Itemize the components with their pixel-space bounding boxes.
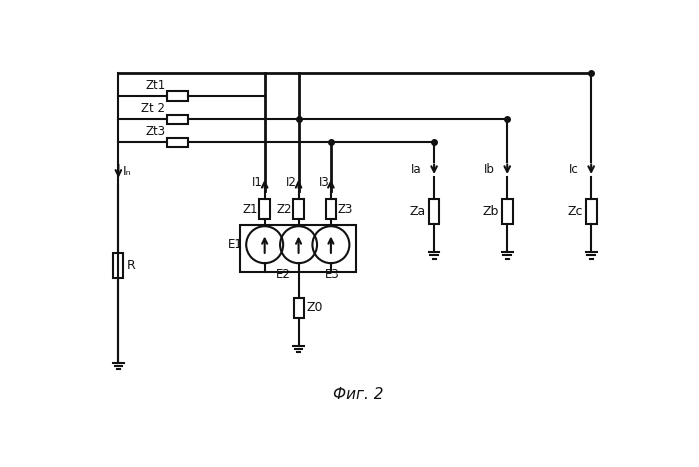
Text: E3: E3 — [325, 268, 340, 281]
Text: I1: I1 — [252, 176, 264, 189]
Bar — [167, 138, 189, 147]
Text: E1: E1 — [229, 238, 243, 251]
Text: I3: I3 — [319, 176, 329, 189]
Bar — [293, 199, 304, 219]
Text: Z3: Z3 — [338, 203, 353, 216]
Text: Zc: Zc — [567, 205, 583, 218]
Text: Zt3: Zt3 — [145, 125, 166, 138]
Bar — [502, 199, 512, 224]
Bar — [167, 92, 189, 101]
Bar — [259, 199, 270, 219]
Text: Фиг. 2: Фиг. 2 — [333, 387, 383, 402]
Bar — [167, 114, 189, 124]
Text: I2: I2 — [287, 176, 297, 189]
Text: R: R — [127, 259, 135, 272]
Text: Ia: Ia — [411, 163, 421, 176]
Bar — [294, 298, 303, 318]
Bar — [240, 225, 356, 272]
Text: Zb: Zb — [482, 205, 499, 218]
Text: Zt 2: Zt 2 — [141, 102, 166, 115]
Bar — [326, 199, 336, 219]
Text: Za: Za — [410, 205, 426, 218]
Bar — [113, 253, 124, 278]
Text: Z1: Z1 — [243, 203, 258, 216]
Bar — [428, 199, 440, 224]
Text: Zt1: Zt1 — [145, 79, 166, 92]
Text: E2: E2 — [275, 268, 291, 281]
Text: Z0: Z0 — [307, 301, 323, 314]
Text: Ic: Ic — [569, 163, 579, 176]
Text: Z2: Z2 — [276, 203, 291, 216]
Text: Iₙ: Iₙ — [123, 165, 131, 177]
Text: Ib: Ib — [484, 163, 495, 176]
Bar — [586, 199, 596, 224]
